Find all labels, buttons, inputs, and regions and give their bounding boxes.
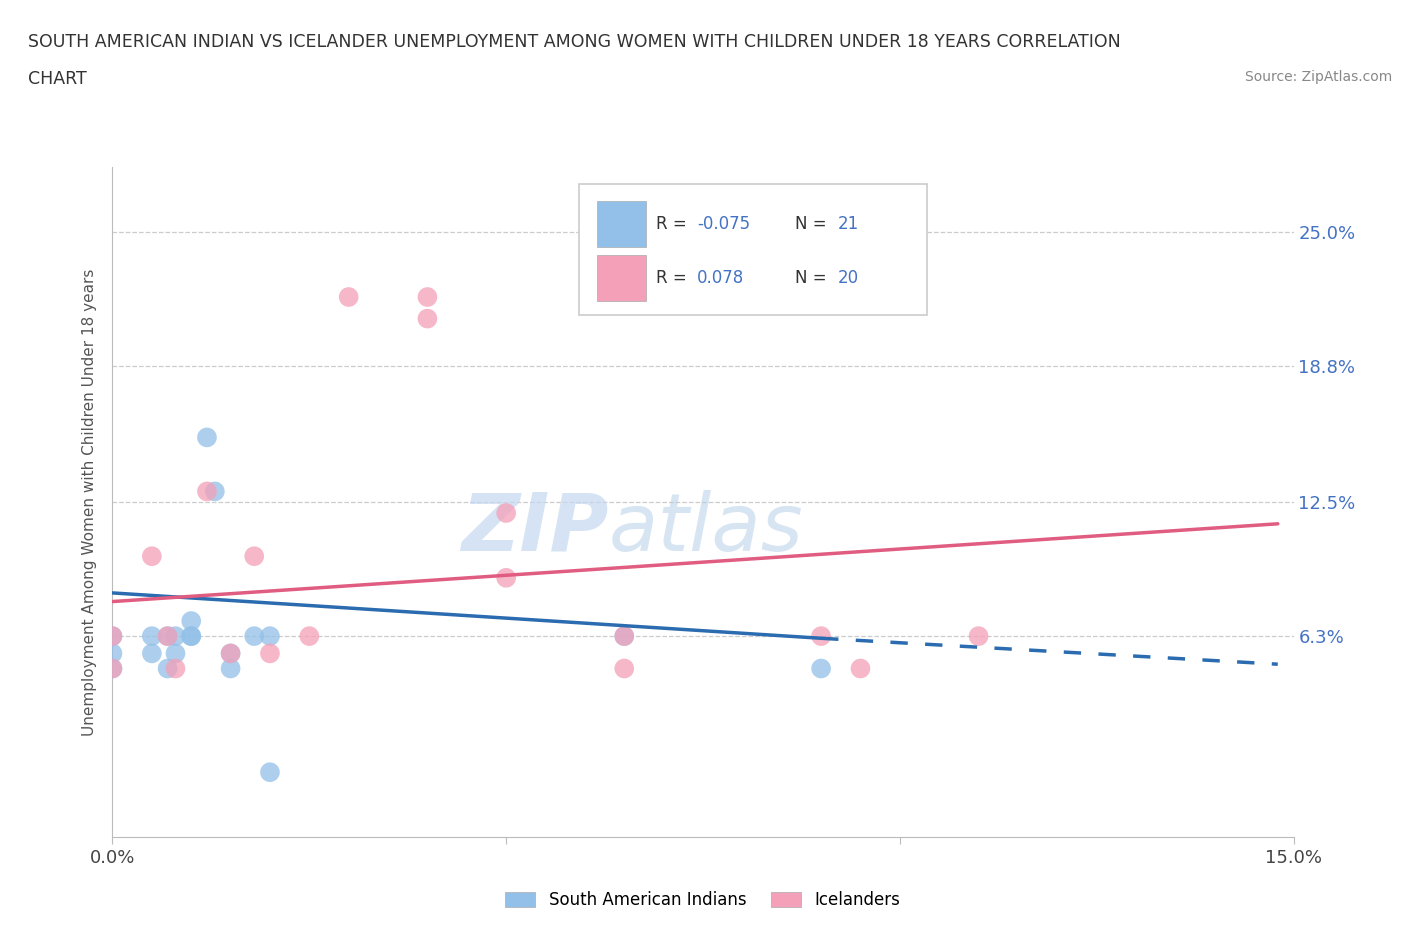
Point (613, 661, 636, 676)
Point (613, 629, 636, 644)
Point (416, 312, 439, 326)
Point (495, 506, 517, 521)
Point (101, 661, 124, 676)
Text: Source: ZipAtlas.com: Source: ZipAtlas.com (1244, 70, 1392, 84)
Point (259, 764, 281, 779)
Text: ZIP: ZIP (461, 490, 609, 568)
Text: SOUTH AMERICAN INDIAN VS ICELANDER UNEMPLOYMENT AMONG WOMEN WITH CHILDREN UNDER : SOUTH AMERICAN INDIAN VS ICELANDER UNEMP… (28, 33, 1121, 50)
Point (219, 646, 242, 661)
Point (243, 629, 266, 644)
Text: R =: R = (655, 216, 692, 233)
Point (141, 549, 163, 564)
Point (180, 629, 202, 644)
Text: N =: N = (796, 269, 832, 286)
Point (810, 629, 832, 644)
Text: N =: N = (796, 216, 832, 233)
Point (156, 629, 179, 644)
Text: 21: 21 (838, 216, 859, 233)
Point (165, 661, 187, 676)
Point (165, 646, 187, 661)
Point (101, 646, 124, 661)
Text: 20: 20 (838, 269, 859, 286)
Point (298, 629, 321, 644)
Point (141, 629, 163, 644)
Point (195, 430, 218, 445)
Text: R =: R = (655, 269, 697, 286)
Text: 0.078: 0.078 (697, 269, 744, 286)
Point (849, 661, 872, 676)
FancyBboxPatch shape (596, 255, 647, 301)
FancyBboxPatch shape (596, 201, 647, 247)
Point (495, 570, 517, 585)
Point (156, 629, 179, 644)
Text: atlas: atlas (609, 490, 803, 568)
Text: CHART: CHART (28, 70, 87, 87)
Point (195, 484, 218, 498)
Point (180, 614, 202, 629)
Point (259, 629, 281, 644)
Point (180, 629, 202, 644)
Point (101, 661, 124, 676)
Point (967, 629, 990, 644)
Point (101, 629, 124, 644)
Point (101, 629, 124, 644)
Point (141, 646, 163, 661)
Point (416, 289, 439, 304)
Text: -0.075: -0.075 (697, 216, 751, 233)
Point (243, 549, 266, 564)
Point (259, 646, 281, 661)
Point (219, 661, 242, 676)
FancyBboxPatch shape (579, 184, 928, 314)
Point (337, 289, 360, 304)
Point (219, 646, 242, 661)
Point (613, 629, 636, 644)
Legend: South American Indians, Icelanders: South American Indians, Icelanders (499, 884, 907, 916)
Point (156, 661, 179, 676)
Point (204, 484, 226, 498)
Point (810, 661, 832, 676)
Y-axis label: Unemployment Among Women with Children Under 18 years: Unemployment Among Women with Children U… (82, 269, 97, 736)
Point (165, 629, 187, 644)
